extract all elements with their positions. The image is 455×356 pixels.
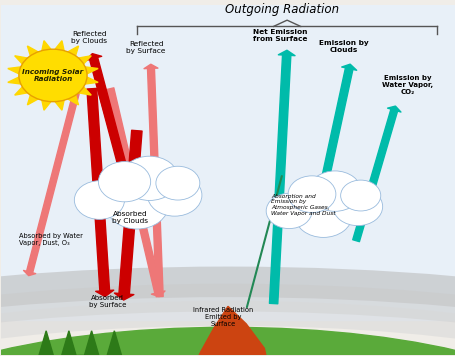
Text: Emission by
Water Vapor,
CO₂: Emission by Water Vapor, CO₂ (381, 75, 432, 95)
Circle shape (147, 174, 202, 216)
Text: Reflected
by Clouds: Reflected by Clouds (71, 31, 107, 44)
Text: Absorption and
Emission by
Atmospheric Gases,
Water Vapor and Dust: Absorption and Emission by Atmospheric G… (271, 194, 335, 216)
Polygon shape (103, 341, 126, 356)
Circle shape (106, 181, 168, 229)
Circle shape (74, 181, 124, 219)
Polygon shape (83, 331, 100, 356)
Text: Net Emission
from Surface: Net Emission from Surface (253, 29, 307, 42)
Ellipse shape (32, 355, 132, 356)
Text: Absorbed
by Clouds: Absorbed by Clouds (112, 211, 148, 224)
Text: Absorbed
by Surface: Absorbed by Surface (89, 294, 126, 308)
Polygon shape (57, 341, 80, 356)
Ellipse shape (0, 327, 455, 356)
Polygon shape (8, 41, 98, 110)
Polygon shape (35, 341, 57, 356)
Text: Emission by
Clouds: Emission by Clouds (318, 40, 368, 53)
Text: Outgoing Radiation: Outgoing Radiation (225, 3, 339, 16)
Polygon shape (80, 341, 103, 356)
Circle shape (266, 193, 311, 229)
Circle shape (156, 166, 199, 200)
Text: Reflected
by Surface: Reflected by Surface (126, 41, 166, 54)
Text: Infrared Radiation
Emitted by
Surface: Infrared Radiation Emitted by Surface (193, 307, 253, 327)
Polygon shape (61, 331, 77, 356)
Circle shape (294, 193, 351, 237)
Polygon shape (1, 5, 454, 320)
Polygon shape (106, 331, 122, 356)
Polygon shape (182, 306, 273, 356)
Circle shape (288, 176, 335, 213)
Circle shape (308, 171, 360, 211)
Circle shape (332, 188, 382, 226)
Polygon shape (38, 331, 54, 356)
Circle shape (19, 49, 87, 102)
Text: Absorbed by Water
Vapor, Dust, O₃: Absorbed by Water Vapor, Dust, O₃ (19, 234, 82, 246)
Text: Incoming Solar
Radiation: Incoming Solar Radiation (22, 69, 83, 82)
Circle shape (121, 156, 178, 200)
Circle shape (98, 162, 150, 202)
Circle shape (340, 180, 380, 211)
